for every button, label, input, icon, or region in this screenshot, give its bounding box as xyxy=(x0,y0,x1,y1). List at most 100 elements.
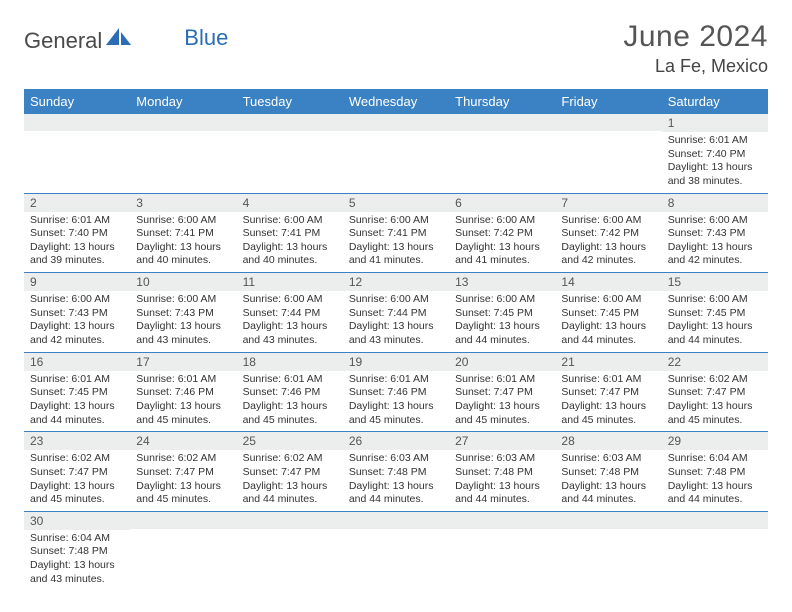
daylight-text: Daylight: 13 hours and 44 minutes. xyxy=(455,320,549,347)
sunrise-text: Sunrise: 6:01 AM xyxy=(668,134,762,148)
sunrise-text: Sunrise: 6:00 AM xyxy=(668,293,762,307)
day-details: Sunrise: 6:01 AMSunset: 7:45 PMDaylight:… xyxy=(24,371,130,432)
day-details: Sunrise: 6:01 AMSunset: 7:47 PMDaylight:… xyxy=(555,371,661,432)
day-details: Sunrise: 6:00 AMSunset: 7:42 PMDaylight:… xyxy=(449,212,555,273)
day-details: Sunrise: 6:02 AMSunset: 7:47 PMDaylight:… xyxy=(130,450,236,511)
calendar-day: 18Sunrise: 6:01 AMSunset: 7:46 PMDayligh… xyxy=(237,352,343,432)
sunrise-text: Sunrise: 6:00 AM xyxy=(455,214,549,228)
calendar-day-empty xyxy=(343,511,449,590)
sunset-text: Sunset: 7:40 PM xyxy=(30,227,124,241)
calendar-week: 9Sunrise: 6:00 AMSunset: 7:43 PMDaylight… xyxy=(24,273,768,353)
month-title: June 2024 xyxy=(623,20,768,54)
daylight-text: Daylight: 13 hours and 41 minutes. xyxy=(349,241,443,268)
day-number xyxy=(449,512,555,529)
sunrise-text: Sunrise: 6:00 AM xyxy=(243,293,337,307)
calendar-day-empty xyxy=(237,114,343,193)
calendar-day: 24Sunrise: 6:02 AMSunset: 7:47 PMDayligh… xyxy=(130,432,236,512)
sunrise-text: Sunrise: 6:00 AM xyxy=(455,293,549,307)
day-details: Sunrise: 6:04 AMSunset: 7:48 PMDaylight:… xyxy=(662,450,768,511)
day-number: 26 xyxy=(343,432,449,450)
day-number xyxy=(555,512,661,529)
day-details: Sunrise: 6:00 AMSunset: 7:44 PMDaylight:… xyxy=(237,291,343,352)
sunrise-text: Sunrise: 6:02 AM xyxy=(668,373,762,387)
sunset-text: Sunset: 7:48 PM xyxy=(455,466,549,480)
sunrise-text: Sunrise: 6:01 AM xyxy=(455,373,549,387)
calendar-day: 12Sunrise: 6:00 AMSunset: 7:44 PMDayligh… xyxy=(343,273,449,353)
page-header: General Blue June 2024 La Fe, Mexico xyxy=(24,20,768,77)
day-details: Sunrise: 6:02 AMSunset: 7:47 PMDaylight:… xyxy=(24,450,130,511)
daylight-text: Daylight: 13 hours and 45 minutes. xyxy=(136,400,230,427)
sunrise-text: Sunrise: 6:00 AM xyxy=(243,214,337,228)
daylight-text: Daylight: 13 hours and 44 minutes. xyxy=(30,400,124,427)
sunset-text: Sunset: 7:42 PM xyxy=(561,227,655,241)
day-number: 12 xyxy=(343,273,449,291)
sunset-text: Sunset: 7:47 PM xyxy=(668,386,762,400)
day-details: Sunrise: 6:00 AMSunset: 7:43 PMDaylight:… xyxy=(130,291,236,352)
day-number: 1 xyxy=(662,114,768,132)
day-number: 7 xyxy=(555,194,661,212)
calendar-week: 2Sunrise: 6:01 AMSunset: 7:40 PMDaylight… xyxy=(24,193,768,273)
day-number: 30 xyxy=(24,512,130,530)
sunrise-text: Sunrise: 6:03 AM xyxy=(349,452,443,466)
day-details: Sunrise: 6:01 AMSunset: 7:46 PMDaylight:… xyxy=(130,371,236,432)
weekday-header: Friday xyxy=(555,89,661,114)
sunrise-text: Sunrise: 6:00 AM xyxy=(136,214,230,228)
daylight-text: Daylight: 13 hours and 45 minutes. xyxy=(136,480,230,507)
calendar-day: 5Sunrise: 6:00 AMSunset: 7:41 PMDaylight… xyxy=(343,193,449,273)
calendar-day: 19Sunrise: 6:01 AMSunset: 7:46 PMDayligh… xyxy=(343,352,449,432)
daylight-text: Daylight: 13 hours and 45 minutes. xyxy=(561,400,655,427)
weekday-header: Saturday xyxy=(662,89,768,114)
day-details: Sunrise: 6:03 AMSunset: 7:48 PMDaylight:… xyxy=(555,450,661,511)
daylight-text: Daylight: 13 hours and 38 minutes. xyxy=(668,161,762,188)
daylight-text: Daylight: 13 hours and 40 minutes. xyxy=(243,241,337,268)
day-details: Sunrise: 6:00 AMSunset: 7:45 PMDaylight:… xyxy=(449,291,555,352)
day-number: 10 xyxy=(130,273,236,291)
day-number xyxy=(343,512,449,529)
day-number: 9 xyxy=(24,273,130,291)
calendar-day: 8Sunrise: 6:00 AMSunset: 7:43 PMDaylight… xyxy=(662,193,768,273)
sunset-text: Sunset: 7:47 PM xyxy=(561,386,655,400)
day-number: 5 xyxy=(343,194,449,212)
calendar-day: 23Sunrise: 6:02 AMSunset: 7:47 PMDayligh… xyxy=(24,432,130,512)
weekday-header: Thursday xyxy=(449,89,555,114)
sunrise-text: Sunrise: 6:01 AM xyxy=(30,373,124,387)
day-number xyxy=(662,512,768,529)
day-number xyxy=(237,512,343,529)
day-details: Sunrise: 6:00 AMSunset: 7:42 PMDaylight:… xyxy=(555,212,661,273)
daylight-text: Daylight: 13 hours and 44 minutes. xyxy=(349,480,443,507)
brand-part2: Blue xyxy=(184,25,228,51)
daylight-text: Daylight: 13 hours and 43 minutes. xyxy=(136,320,230,347)
day-number: 23 xyxy=(24,432,130,450)
daylight-text: Daylight: 13 hours and 44 minutes. xyxy=(668,320,762,347)
daylight-text: Daylight: 13 hours and 42 minutes. xyxy=(668,241,762,268)
calendar-day-empty xyxy=(130,511,236,590)
day-details: Sunrise: 6:00 AMSunset: 7:41 PMDaylight:… xyxy=(130,212,236,273)
calendar-week: 1Sunrise: 6:01 AMSunset: 7:40 PMDaylight… xyxy=(24,114,768,193)
day-number xyxy=(449,114,555,131)
calendar-day: 10Sunrise: 6:00 AMSunset: 7:43 PMDayligh… xyxy=(130,273,236,353)
daylight-text: Daylight: 13 hours and 44 minutes. xyxy=(455,480,549,507)
calendar-day: 2Sunrise: 6:01 AMSunset: 7:40 PMDaylight… xyxy=(24,193,130,273)
calendar-body: 1 Sunrise: 6:01 AM Sunset: 7:40 PM Daylight… xyxy=(24,114,768,590)
calendar-week: 30Sunrise: 6:04 AMSunset: 7:48 PMDayligh… xyxy=(24,511,768,590)
day-number: 16 xyxy=(24,353,130,371)
sunrise-text: Sunrise: 6:02 AM xyxy=(30,452,124,466)
daylight-text: Daylight: 13 hours and 44 minutes. xyxy=(243,480,337,507)
calendar-day: 4Sunrise: 6:00 AMSunset: 7:41 PMDaylight… xyxy=(237,193,343,273)
sunset-text: Sunset: 7:48 PM xyxy=(30,545,124,559)
calendar-week: 16Sunrise: 6:01 AMSunset: 7:45 PMDayligh… xyxy=(24,352,768,432)
sunset-text: Sunset: 7:42 PM xyxy=(455,227,549,241)
daylight-text: Daylight: 13 hours and 42 minutes. xyxy=(30,320,124,347)
day-number xyxy=(343,114,449,131)
sunset-text: Sunset: 7:47 PM xyxy=(243,466,337,480)
calendar-day: 26Sunrise: 6:03 AMSunset: 7:48 PMDayligh… xyxy=(343,432,449,512)
day-number: 20 xyxy=(449,353,555,371)
calendar-head: SundayMondayTuesdayWednesdayThursdayFrid… xyxy=(24,89,768,114)
calendar-day: 7Sunrise: 6:00 AMSunset: 7:42 PMDaylight… xyxy=(555,193,661,273)
sunset-text: Sunset: 7:44 PM xyxy=(243,307,337,321)
sunset-text: Sunset: 7:46 PM xyxy=(243,386,337,400)
day-number xyxy=(555,114,661,131)
day-number xyxy=(130,512,236,529)
day-details: Sunrise: 6:00 AMSunset: 7:43 PMDaylight:… xyxy=(662,212,768,273)
sunrise-text: Sunrise: 6:03 AM xyxy=(455,452,549,466)
